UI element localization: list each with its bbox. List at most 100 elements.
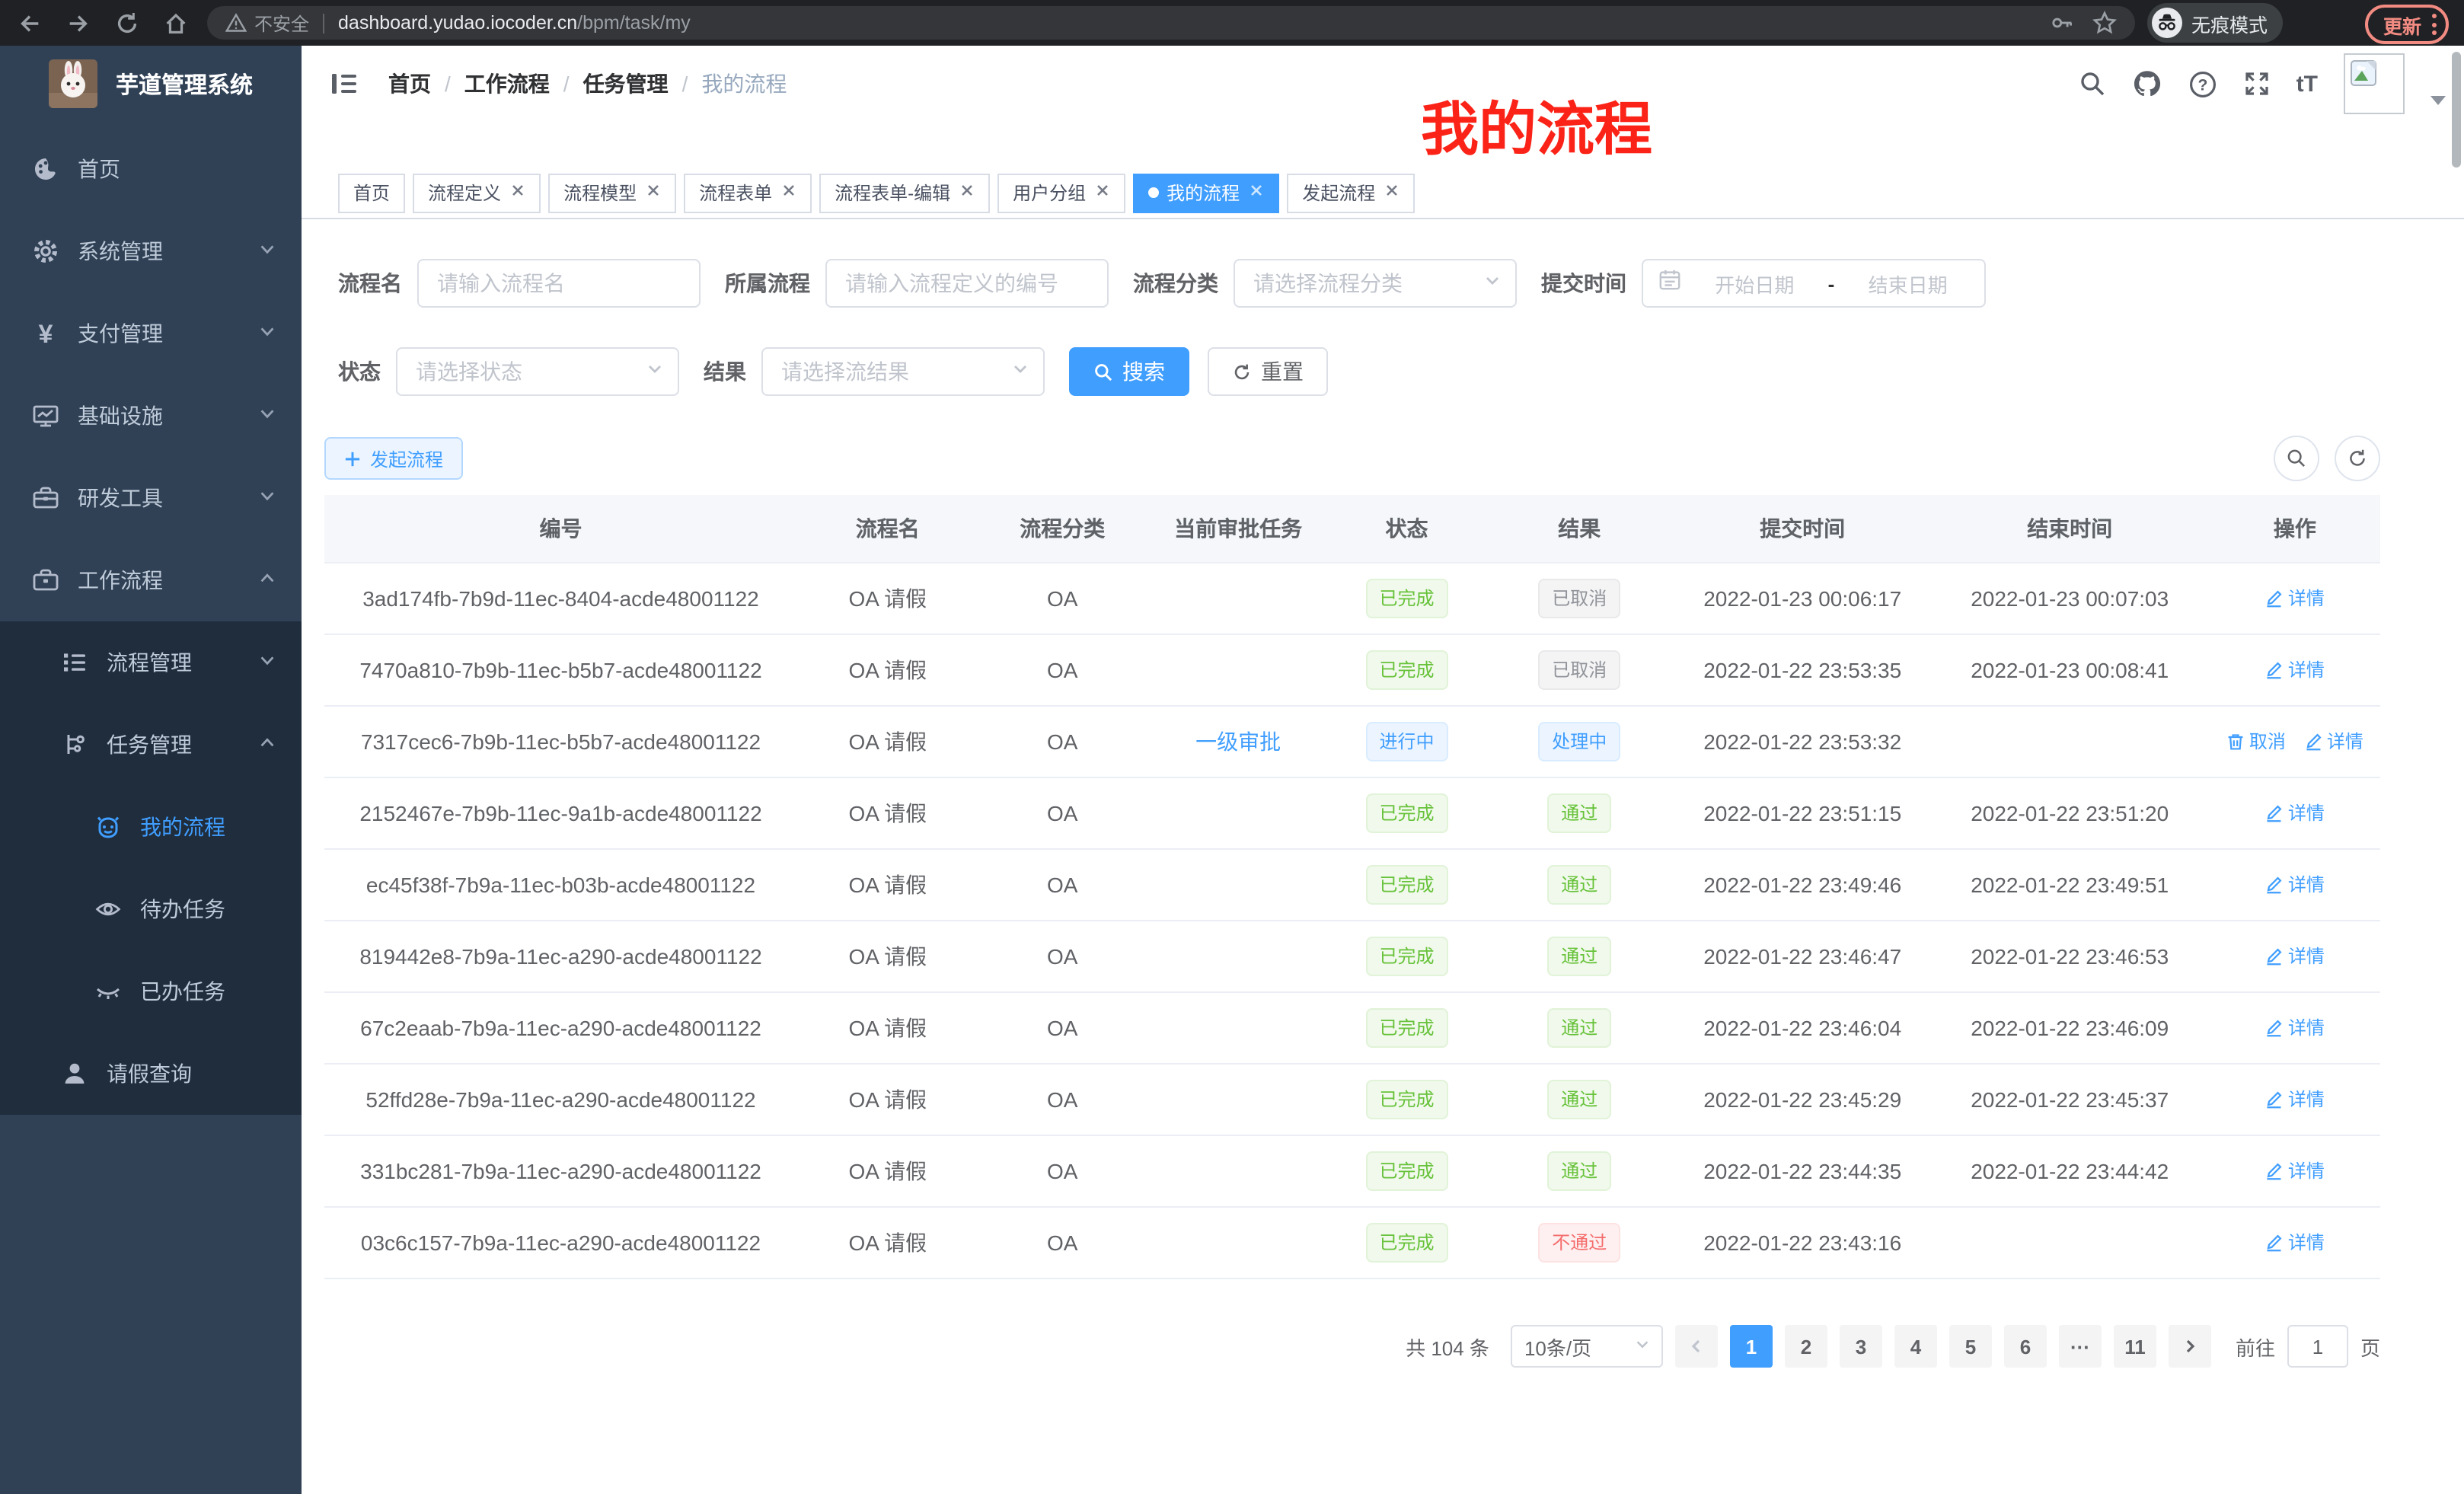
status-badge: 进行中	[1365, 722, 1448, 761]
sidebar-item-10[interactable]: 已办任务	[0, 950, 302, 1033]
category-select[interactable]: 请选择流程分类	[1234, 259, 1517, 308]
date-start-placeholder: 开始日期	[1715, 273, 1795, 296]
detail-action[interactable]: 详情	[2265, 657, 2325, 683]
app-title: 芋道管理系统	[116, 72, 254, 98]
forward-icon[interactable]	[58, 3, 97, 43]
navbar-tools: ? tT	[2079, 46, 2446, 122]
detail-action[interactable]: 详情	[2265, 943, 2325, 969]
close-icon[interactable]	[959, 183, 975, 203]
app-logo-row[interactable]: 芋道管理系统	[0, 46, 302, 122]
close-icon[interactable]	[1249, 183, 1264, 203]
next-page-button[interactable]	[2168, 1325, 2211, 1368]
page-button-3[interactable]: 3	[1839, 1325, 1882, 1368]
goto-page-input[interactable]: 1	[2287, 1325, 2348, 1368]
cell-category: OA	[978, 563, 1147, 635]
cell-end-time: 2022-01-22 23:45:37	[1929, 1064, 2210, 1136]
sidebar-item-1[interactable]: 系统管理	[0, 210, 302, 292]
cancel-action[interactable]: 取消	[2226, 729, 2286, 755]
page-button-4[interactable]: 4	[1894, 1325, 1937, 1368]
sidebar-item-label: 已办任务	[140, 979, 225, 1004]
reset-button[interactable]: 重置	[1208, 347, 1328, 396]
tab-流程定义[interactable]: 流程定义	[413, 173, 541, 212]
tab-首页[interactable]: 首页	[338, 173, 406, 212]
detail-action[interactable]: 详情	[2265, 1015, 2325, 1041]
page-button-11[interactable]: 11	[2113, 1325, 2156, 1368]
result-select[interactable]: 请选择流结果	[761, 347, 1045, 396]
show-search-button[interactable]	[2274, 436, 2319, 481]
prev-page-button[interactable]	[1674, 1325, 1718, 1368]
help-icon[interactable]: ?	[2188, 69, 2217, 98]
detail-action[interactable]: 详情	[2265, 1230, 2325, 1256]
sidebar-item-4[interactable]: 研发工具	[0, 457, 302, 539]
tab-发起流程[interactable]: 发起流程	[1287, 173, 1416, 212]
fullscreen-icon[interactable]	[2243, 70, 2271, 97]
tab-流程表单-编辑[interactable]: 流程表单-编辑	[819, 173, 991, 212]
start-process-button[interactable]: 发起流程	[324, 437, 464, 480]
detail-action[interactable]: 详情	[2265, 1158, 2325, 1184]
sidebar-item-7[interactable]: 任务管理	[0, 704, 302, 786]
tab-label: 我的流程	[1167, 183, 1240, 204]
browser-menu-icon[interactable]	[2432, 14, 2437, 35]
status-select[interactable]: 请选择状态	[396, 347, 679, 396]
tab-我的流程[interactable]: 我的流程	[1133, 173, 1280, 212]
close-icon[interactable]	[1384, 183, 1400, 203]
page-ellipsis[interactable]: ···	[2058, 1325, 2102, 1368]
sidebar-item-2[interactable]: ¥ 支付管理	[0, 292, 302, 375]
reload-icon[interactable]	[107, 3, 146, 43]
table-row: 331bc281-7b9a-11ec-a290-acde48001122 OA 请…	[324, 1135, 2380, 1208]
status-badge: 通过	[1547, 1080, 1612, 1119]
page-button-1[interactable]: 1	[1729, 1325, 1773, 1368]
url-bar[interactable]: 不安全 dashboard.yudao.iocoder.cn/bpm/task/…	[207, 6, 2135, 40]
refresh-table-button[interactable]	[2335, 436, 2380, 481]
close-icon[interactable]	[1095, 183, 1110, 203]
search-button[interactable]: 搜索	[1069, 347, 1189, 396]
page-button-5[interactable]: 5	[1949, 1325, 1992, 1368]
avatar[interactable]	[2344, 53, 2405, 114]
tab-用户分组[interactable]: 用户分组	[997, 173, 1126, 212]
page-button-2[interactable]: 2	[1784, 1325, 1827, 1368]
close-icon[interactable]	[510, 183, 525, 203]
back-icon[interactable]	[9, 3, 49, 43]
tab-流程模型[interactable]: 流程模型	[548, 173, 677, 212]
breadcrumb-home[interactable]: 首页	[388, 72, 431, 96]
detail-action[interactable]: 详情	[2265, 586, 2325, 611]
search-icon[interactable]	[2079, 70, 2106, 97]
close-icon[interactable]	[646, 183, 661, 203]
sidebar-item-11[interactable]: 请假查询	[0, 1033, 302, 1115]
sidebar-item-5[interactable]: 工作流程	[0, 539, 302, 621]
date-range-input[interactable]: 开始日期 - 结束日期	[1642, 259, 1986, 308]
bookmark-star-icon[interactable]	[2092, 11, 2117, 35]
key-icon[interactable]	[2050, 11, 2074, 35]
page-button-6[interactable]: 6	[2003, 1325, 2047, 1368]
sidebar-item-3[interactable]: 基础设施	[0, 375, 302, 457]
breadcrumb-workflow[interactable]: 工作流程	[464, 72, 550, 96]
process-table: 编号 流程名 流程分类 当前审批任务 状态 结果 提交时间 结束时间 操作 3ad174fb-7…	[324, 495, 2380, 1279]
task-link[interactable]: 一级审批	[1195, 729, 1281, 754]
breadcrumb-task[interactable]: 任务管理	[582, 72, 669, 96]
detail-action[interactable]: 详情	[2265, 872, 2325, 898]
close-icon[interactable]	[781, 183, 796, 203]
github-icon[interactable]	[2132, 69, 2162, 99]
sidebar-item-9[interactable]: 待办任务	[0, 868, 302, 950]
cell-result: 通过	[1483, 921, 1675, 993]
parent-process-input[interactable]: 请输入流程定义的编号	[825, 259, 1109, 308]
update-label: 更新	[2383, 16, 2421, 37]
cell-actions: 详情	[2209, 921, 2380, 993]
process-name-input[interactable]: 请输入流程名	[417, 259, 701, 308]
cell-status: 已完成	[1329, 777, 1484, 850]
detail-action[interactable]: 详情	[2304, 729, 2363, 755]
scrollbar-thumb[interactable]	[2452, 52, 2461, 168]
tab-流程表单[interactable]: 流程表单	[684, 173, 812, 212]
hamburger-icon[interactable]	[327, 67, 361, 101]
browser-update-button[interactable]: 更新	[2364, 5, 2449, 44]
page-size-select[interactable]: 10条/页	[1510, 1325, 1663, 1368]
avatar-caret-icon[interactable]	[2430, 96, 2446, 105]
sidebar-item-6[interactable]: 流程管理	[0, 621, 302, 704]
detail-action[interactable]: 详情	[2265, 800, 2325, 826]
sidebar-item-8[interactable]: 我的流程	[0, 786, 302, 868]
font-size-icon[interactable]: tT	[2296, 71, 2318, 97]
sidebar-item-0[interactable]: 首页	[0, 128, 302, 210]
detail-action[interactable]: 详情	[2265, 1087, 2325, 1113]
home-icon[interactable]	[155, 3, 195, 43]
